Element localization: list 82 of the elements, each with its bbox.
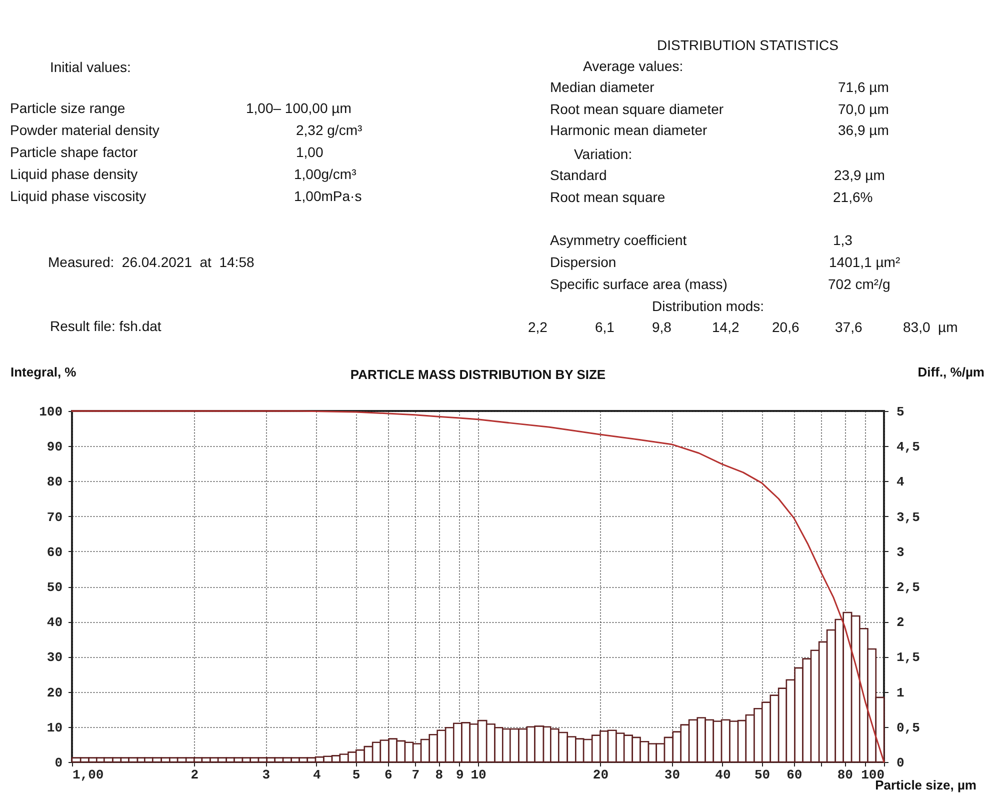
- text: Result file: fsh.dat: [50, 318, 162, 334]
- text: Root mean square diameter: [550, 101, 724, 117]
- text: 20,6: [772, 319, 800, 335]
- text: Liquid phase density: [10, 166, 138, 182]
- y-tick-label: 40: [46, 615, 63, 630]
- text: 1401,1 µm²: [829, 254, 900, 270]
- text: 1,3: [833, 232, 852, 248]
- text: 83,0 µm: [903, 319, 958, 335]
- y-tick-label: 30: [46, 650, 63, 666]
- text: Harmonic mean diameter: [550, 122, 708, 138]
- text: Liquid phase viscosity: [10, 188, 146, 204]
- x-tick-label: 8: [435, 768, 444, 782]
- x-tick-label: 4: [313, 768, 322, 782]
- y-tick-label: 20: [46, 685, 63, 700]
- x-tick-label: 3: [262, 768, 270, 782]
- text: 1,00mPa·s: [294, 188, 362, 204]
- y-axis-title: Integral, %: [10, 364, 77, 380]
- x-tick-label: 10: [470, 768, 486, 782]
- x-tick-label: 40: [715, 768, 731, 782]
- y-tick-label: 90: [46, 440, 63, 455]
- x-tick-label: 5: [352, 768, 360, 782]
- x-tick-label: 2: [190, 768, 199, 782]
- x-tick-label: 60: [786, 768, 802, 782]
- x-tick-label: 80: [837, 768, 854, 782]
- y-tick-label: 10: [46, 720, 63, 736]
- y2-tick-label: 3,5: [896, 510, 920, 525]
- y-tick-label: 100: [39, 404, 63, 420]
- y2-tick-label: 2: [896, 615, 904, 630]
- text: 71,6 µm: [838, 79, 889, 95]
- y2-tick-label: 2,5: [896, 580, 920, 595]
- text: Root mean square: [550, 189, 666, 205]
- text: Standard: [550, 167, 607, 183]
- y2-tick-label: 0: [896, 756, 904, 770]
- text: Measured: 26.04.2021 at 14:58: [48, 254, 254, 270]
- x-tick-label: 7: [412, 768, 420, 782]
- y-tick-label: 0: [54, 756, 63, 770]
- text: DISTRIBUTION STATISTICS: [657, 37, 838, 53]
- x-tick-label: 6: [384, 768, 393, 782]
- text: 1,00: [296, 144, 324, 160]
- text: 70,0 µm: [838, 101, 889, 117]
- y2-tick-label: 3: [896, 544, 904, 560]
- y2-tick-label: 5: [896, 404, 904, 420]
- text: 23,9 µm: [834, 167, 885, 183]
- text: 2,32 g/cm³: [296, 122, 362, 138]
- y2-tick-label: 1: [896, 685, 904, 700]
- text: Dispersion: [550, 254, 616, 270]
- x-tick-label: 30: [664, 768, 680, 782]
- text: 702 cm²/g: [828, 276, 890, 292]
- y2-tick-label: 4,5: [896, 440, 920, 455]
- text: 2,2: [528, 319, 548, 335]
- y-tick-label: 50: [46, 580, 63, 595]
- y2-axis-title: Diff., %/µm: [918, 364, 984, 380]
- text: Powder material density: [10, 122, 160, 138]
- x-tick-label: 20: [592, 768, 609, 782]
- text: Initial values:: [50, 59, 131, 75]
- text: Particle size range: [10, 100, 126, 116]
- text: 37,6: [835, 319, 862, 335]
- text: Variation:: [574, 146, 632, 162]
- y2-tick-label: 4: [896, 474, 904, 490]
- text: 1,00– 100,00 µm: [246, 100, 352, 116]
- y-tick-label: 70: [46, 510, 63, 525]
- text: 6,1: [595, 319, 614, 335]
- text: 14,2: [712, 319, 740, 335]
- text: Average values:: [583, 58, 684, 74]
- chart-title: PARTICLE MASS DISTRIBUTION BY SIZE: [350, 367, 606, 382]
- text: 9,8: [652, 319, 672, 335]
- text: Median diameter: [550, 79, 654, 95]
- x-axis-title: Particle size, µm: [875, 778, 976, 792]
- y-tick-label: 60: [46, 544, 63, 560]
- x-tick-label: 1,00: [72, 768, 104, 782]
- text: 21,6%: [833, 189, 873, 205]
- text: 1,00g/cm³: [294, 166, 356, 182]
- x-tick-label: 50: [754, 768, 770, 782]
- text: 36,9 µm: [838, 122, 889, 138]
- text: Particle shape factor: [10, 144, 138, 160]
- text: Distribution mods:: [652, 298, 764, 314]
- x-tick-label: 9: [456, 768, 464, 782]
- text: Specific surface area (mass): [550, 276, 728, 292]
- text: Asymmetry coefficient: [550, 232, 687, 248]
- y2-tick-label: 0,5: [896, 720, 920, 736]
- y2-tick-label: 1,5: [896, 650, 920, 666]
- y-tick-label: 80: [46, 474, 63, 490]
